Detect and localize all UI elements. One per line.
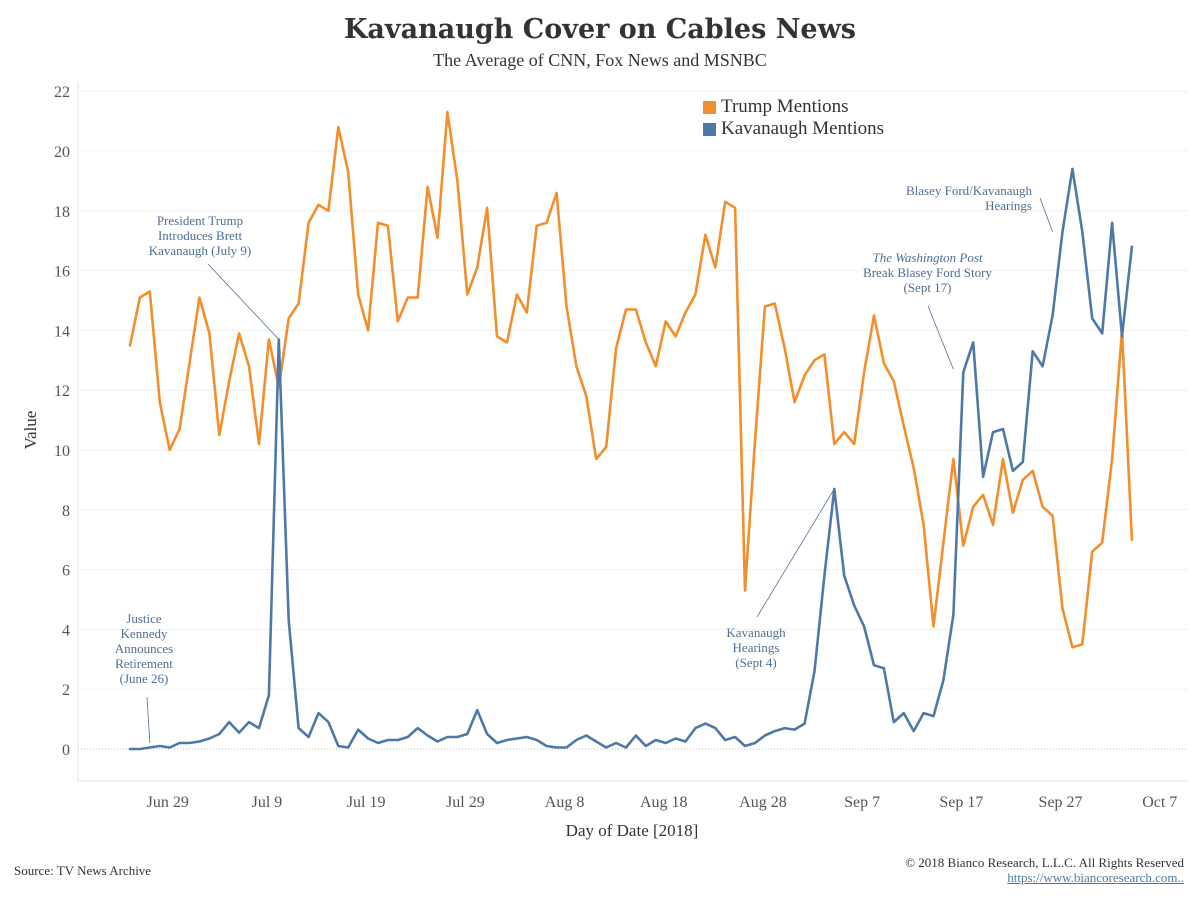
legend-label-trump: Trump Mentions bbox=[721, 96, 849, 117]
x-tick-label-9: Sep 27 bbox=[1039, 794, 1083, 811]
legend: Trump Mentions Kavanaugh Mentions bbox=[703, 96, 884, 140]
annotation-leader-4 bbox=[1039, 197, 1053, 232]
x-tick-label-6: Aug 28 bbox=[739, 794, 787, 811]
y-tick-label-20: 20 bbox=[54, 144, 70, 161]
annotation-leader-2 bbox=[756, 488, 835, 618]
chart-title: Kavanaugh Cover on Cables News bbox=[343, 14, 857, 45]
legend-swatch-kavanaugh bbox=[703, 122, 716, 136]
y-tick-label-6: 6 bbox=[62, 563, 70, 580]
source-note: Source: TV News Archive bbox=[14, 863, 152, 878]
y-tick-label-8: 8 bbox=[62, 503, 70, 520]
x-tick-label-8: Sep 17 bbox=[939, 794, 983, 811]
x-axis-title: Day of Date [2018] bbox=[566, 821, 699, 840]
series-line-kavanaugh bbox=[128, 167, 1134, 751]
y-tick-label-12: 12 bbox=[54, 383, 70, 400]
series-line-trump bbox=[128, 110, 1134, 649]
x-tick-label-5: Aug 18 bbox=[640, 794, 688, 811]
chart-subtitle: The Average of CNN, Fox News and MSNBC bbox=[433, 50, 767, 70]
annotation-kavanaugh-hearings: Kavanaugh Hearings (Sept 4) bbox=[726, 625, 786, 670]
x-tick-label-2: Jul 19 bbox=[347, 794, 386, 811]
annotation-kennedy-retirement: Justice Kennedy Announces Retirement (Ju… bbox=[114, 611, 174, 686]
y-axis-title: Value bbox=[21, 411, 40, 450]
y-tick-label-10: 10 bbox=[54, 443, 70, 460]
copyright-text: © 2018 Bianco Research, L.L.C. All Right… bbox=[905, 855, 1184, 870]
legend-item-trump[interactable]: Trump Mentions bbox=[703, 96, 884, 118]
y-tick-label-4: 4 bbox=[62, 622, 70, 639]
legend-item-kavanaugh[interactable]: Kavanaugh Mentions bbox=[703, 118, 884, 140]
y-tick-label-2: 2 bbox=[62, 682, 70, 699]
annotation-leader-1 bbox=[207, 263, 280, 340]
x-tick-label-10: Oct 7 bbox=[1142, 794, 1177, 811]
x-tick-label-0: Jun 29 bbox=[147, 794, 189, 811]
legend-label-kavanaugh: Kavanaugh Mentions bbox=[721, 118, 885, 139]
annotation-leader-0 bbox=[146, 696, 151, 744]
x-tick-label-3: Jul 29 bbox=[446, 794, 485, 811]
y-tick-label-14: 14 bbox=[54, 323, 70, 340]
x-tick-label-7: Sep 7 bbox=[844, 794, 880, 811]
y-tick-label-18: 18 bbox=[54, 204, 70, 221]
y-tick-label-16: 16 bbox=[54, 264, 70, 281]
y-tick-label-22: 22 bbox=[54, 84, 70, 101]
website-link[interactable]: https://www.biancoresearch.com.. bbox=[1007, 870, 1184, 885]
x-tick-label-4: Aug 8 bbox=[545, 794, 585, 811]
annotation-trump-introduces: President Trump Introduces Brett Kavanau… bbox=[148, 213, 252, 258]
annotation-leader-3 bbox=[927, 305, 954, 370]
annotation-blasey-ford-hearings: Blasey Ford/Kavanaugh Hearings bbox=[905, 183, 1032, 213]
x-tick-label-1: Jul 9 bbox=[252, 794, 283, 811]
copyright-block: © 2018 Bianco Research, L.L.C. All Right… bbox=[905, 855, 1184, 885]
annotation-washington-post: The Washington Post Break Blasey Ford St… bbox=[863, 250, 992, 295]
legend-swatch-trump bbox=[703, 100, 716, 114]
y-tick-label-0: 0 bbox=[62, 742, 70, 759]
